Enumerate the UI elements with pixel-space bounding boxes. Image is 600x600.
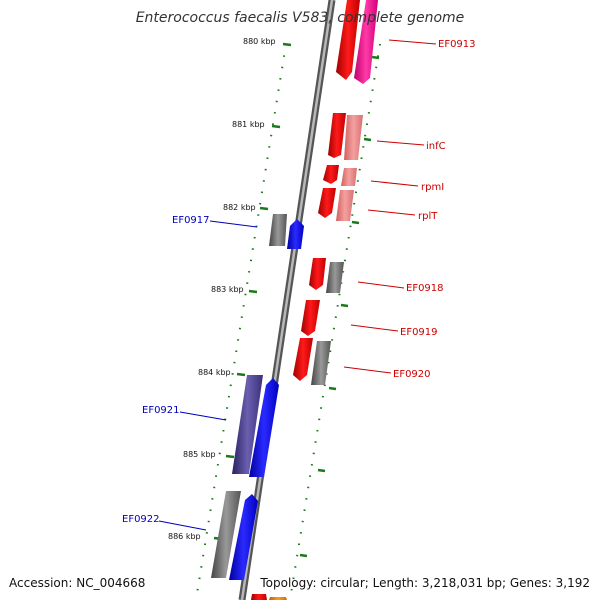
ruler-tick-881 <box>271 124 281 129</box>
forward-genes <box>269 0 378 600</box>
gene-ef0917-blue[interactable] <box>287 219 304 249</box>
ruler-label-886: 886 kbp <box>168 532 201 541</box>
label-ef0922: EF0922 <box>122 514 160 525</box>
accession-label: Accession: NC_004668 <box>9 576 145 590</box>
gene-ef0913-pink[interactable] <box>354 0 378 84</box>
label-ef0917: EF0917 <box>172 215 210 226</box>
gene-rpmi-salmon[interactable] <box>341 168 357 186</box>
gene-ef0922-blue[interactable] <box>229 494 258 580</box>
right-track-ticks <box>299 55 380 558</box>
ruler-tick-884 <box>236 372 246 377</box>
ruler-label-882: 882 kbp <box>223 203 256 212</box>
gene-edge-red[interactable] <box>251 594 267 600</box>
gene-ef0918-gray[interactable] <box>326 262 344 293</box>
ruler-tick-880 <box>282 42 292 47</box>
label-ef0920: EF0920 <box>393 369 431 380</box>
gene-edge-orange[interactable] <box>269 597 287 600</box>
label-ef0921: EF0921 <box>142 405 180 416</box>
label-rpmi: rpmI <box>421 182 444 193</box>
gene-ef0917-gray[interactable] <box>269 214 287 246</box>
ruler-label-880: 880 kbp <box>243 37 276 46</box>
gene-rpmi-red[interactable] <box>323 165 339 184</box>
map-title: Enterococcus faecalis V583, complete gen… <box>136 10 465 26</box>
gene-ef0921-blue[interactable] <box>249 378 279 477</box>
reverse-genes <box>211 214 304 600</box>
gene-rplt-red[interactable] <box>318 188 336 218</box>
gene-rplt-salmon[interactable] <box>336 190 354 221</box>
genome-summary: Topology: circular; Length: 3,218,031 bp… <box>259 576 590 590</box>
label-ef0918: EF0918 <box>406 283 444 294</box>
label-ef0913: EF0913 <box>438 39 476 50</box>
gene-infc-red[interactable] <box>328 113 346 158</box>
gene-ef0920-gray[interactable] <box>311 341 331 385</box>
label-infc: infC <box>426 141 446 152</box>
gene-ef0913-red[interactable] <box>336 0 360 80</box>
ruler-label-881: 881 kbp <box>232 120 265 129</box>
label-rplt: rplT <box>418 211 438 222</box>
gene-labels: EF0913 infC rpmI rplT EF0918 EF0919 EF09… <box>122 39 476 525</box>
gene-ef0922-gray[interactable] <box>211 491 241 578</box>
ruler-labels: 880 kbp 881 kbp 882 kbp 883 kbp 884 kbp … <box>168 37 276 541</box>
ruler-label-885: 885 kbp <box>183 450 216 459</box>
ruler-label-884: 884 kbp <box>198 368 231 377</box>
ruler-tick-885 <box>225 454 235 459</box>
label-ef0919: EF0919 <box>400 327 438 338</box>
gene-ef0920-red[interactable] <box>293 338 313 381</box>
gene-infc-salmon[interactable] <box>344 115 363 160</box>
label-lines <box>158 39 437 531</box>
ruler-tick-882 <box>259 206 269 211</box>
gene-ef0918-red[interactable] <box>309 258 326 290</box>
ruler-label-883: 883 kbp <box>211 285 244 294</box>
gene-ef0919-red[interactable] <box>301 300 320 336</box>
ruler-tick-883 <box>248 289 258 294</box>
gene-ef0921-purple[interactable] <box>232 375 263 474</box>
